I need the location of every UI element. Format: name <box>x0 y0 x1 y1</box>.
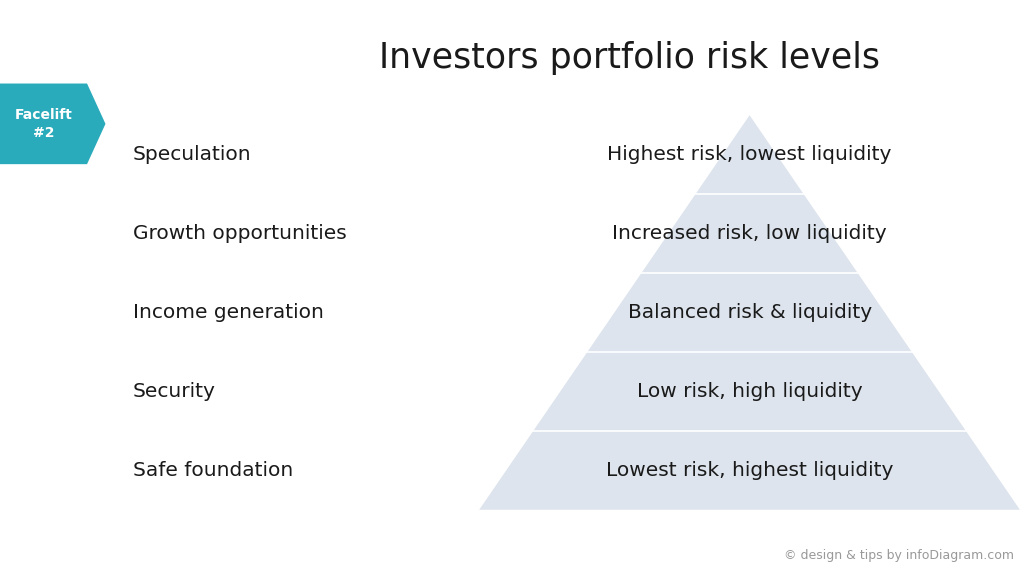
Text: Balanced risk & liquidity: Balanced risk & liquidity <box>628 303 871 322</box>
Polygon shape <box>479 115 1020 510</box>
Text: Facelift
#2: Facelift #2 <box>14 108 73 140</box>
Text: Low risk, high liquidity: Low risk, high liquidity <box>637 382 862 401</box>
Polygon shape <box>0 84 105 164</box>
Text: Increased risk, low liquidity: Increased risk, low liquidity <box>612 224 887 243</box>
Text: Safe foundation: Safe foundation <box>133 461 293 480</box>
Text: Investors portfolio risk levels: Investors portfolio risk levels <box>379 40 880 75</box>
Text: Speculation: Speculation <box>133 145 252 164</box>
Text: © design & tips by infoDiagram.com: © design & tips by infoDiagram.com <box>783 550 1014 562</box>
Text: Income generation: Income generation <box>133 303 324 322</box>
Text: Highest risk, lowest liquidity: Highest risk, lowest liquidity <box>607 145 892 164</box>
Text: Security: Security <box>133 382 216 401</box>
Text: Lowest risk, highest liquidity: Lowest risk, highest liquidity <box>606 461 893 480</box>
Text: Growth opportunities: Growth opportunities <box>133 224 347 243</box>
